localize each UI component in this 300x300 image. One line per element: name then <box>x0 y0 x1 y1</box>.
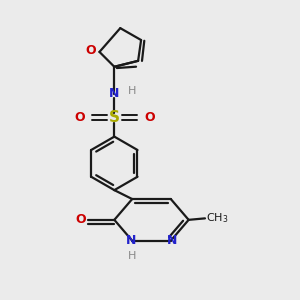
Text: H: H <box>128 85 136 96</box>
Text: N: N <box>167 234 178 247</box>
Text: N: N <box>109 87 119 100</box>
Text: N: N <box>125 234 136 247</box>
Text: O: O <box>74 111 85 124</box>
Text: O: O <box>144 111 155 124</box>
Text: O: O <box>86 44 97 57</box>
Text: O: O <box>76 213 86 226</box>
Text: S: S <box>109 110 120 125</box>
Text: CH$_3$: CH$_3$ <box>206 212 229 225</box>
Text: H: H <box>128 250 136 260</box>
